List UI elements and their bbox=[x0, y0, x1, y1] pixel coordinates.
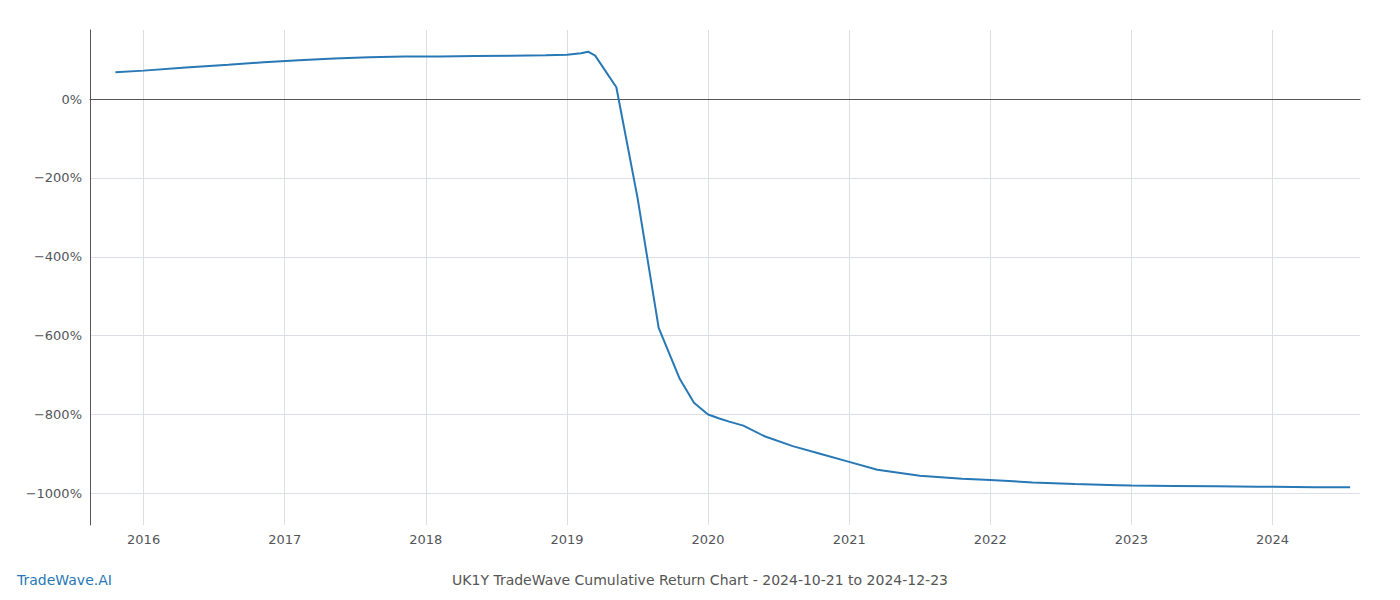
svg-text:2022: 2022 bbox=[974, 532, 1007, 547]
svg-text:−600%: −600% bbox=[34, 328, 82, 343]
svg-text:2018: 2018 bbox=[409, 532, 442, 547]
svg-text:2021: 2021 bbox=[833, 532, 866, 547]
svg-text:2020: 2020 bbox=[692, 532, 725, 547]
svg-text:2017: 2017 bbox=[268, 532, 301, 547]
svg-text:TradeWave.AI: TradeWave.AI bbox=[16, 572, 112, 588]
svg-text:−1000%: −1000% bbox=[26, 486, 82, 501]
svg-text:2019: 2019 bbox=[550, 532, 583, 547]
svg-text:−800%: −800% bbox=[34, 407, 82, 422]
svg-text:−400%: −400% bbox=[34, 249, 82, 264]
svg-text:UK1Y TradeWave Cumulative Retu: UK1Y TradeWave Cumulative Return Chart -… bbox=[452, 572, 948, 588]
svg-text:0%: 0% bbox=[61, 92, 82, 107]
svg-text:−200%: −200% bbox=[34, 170, 82, 185]
svg-text:2023: 2023 bbox=[1115, 532, 1148, 547]
svg-text:2024: 2024 bbox=[1256, 532, 1289, 547]
svg-text:2016: 2016 bbox=[127, 532, 160, 547]
